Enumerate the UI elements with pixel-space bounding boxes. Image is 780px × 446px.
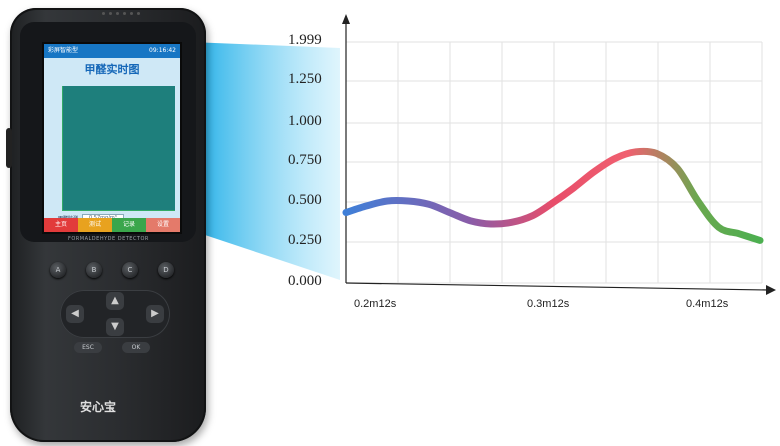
- x-tick-label: 0.2m12s: [354, 298, 397, 310]
- x-tick-label: 0.3m12s: [527, 298, 570, 310]
- esc-button[interactable]: ESC: [74, 342, 102, 353]
- y-tick-label: 0.250: [288, 232, 322, 248]
- side-button[interactable]: [6, 128, 12, 168]
- device-screen: 彩屏智能型 09:16:42 甲醛实时图 甲醛监测 0.57mg/m³ 主页 测…: [42, 42, 182, 234]
- soft-key-home[interactable]: 主页: [44, 218, 78, 232]
- ok-button[interactable]: OK: [122, 342, 150, 353]
- speaker-dots: [102, 12, 140, 15]
- right-arrow-icon[interactable]: ▶: [146, 305, 164, 323]
- down-arrow-icon[interactable]: ▼: [106, 318, 124, 336]
- y-tick-label: 0.000: [288, 273, 322, 289]
- key-b[interactable]: B: [86, 262, 102, 278]
- soft-key-settings[interactable]: 设置: [146, 218, 180, 232]
- x-axis-arrow-icon: [766, 285, 776, 295]
- screen-header: 彩屏智能型 09:16:42: [44, 44, 180, 58]
- y-axis-arrow-icon: [342, 14, 350, 24]
- soft-key-test[interactable]: 测试: [78, 218, 112, 232]
- y-tick-label: 0.500: [288, 192, 322, 208]
- soft-key-record[interactable]: 记录: [112, 218, 146, 232]
- left-arrow-icon[interactable]: ◀: [66, 305, 84, 323]
- screen-header-left: 彩屏智能型: [48, 47, 79, 54]
- y-tick-label: 1.250: [288, 71, 322, 87]
- direction-pad: ▲ ▼ ◀ ▶: [60, 290, 170, 338]
- key-d[interactable]: D: [158, 262, 174, 278]
- x-tick-label: 0.4m12s: [686, 298, 729, 310]
- key-a[interactable]: A: [50, 262, 66, 278]
- screen-title: 甲醛实时图: [84, 63, 140, 76]
- y-tick-label: 0.750: [288, 152, 322, 168]
- y-tick-label: 1.999: [288, 32, 322, 48]
- chart-series-line: [342, 147, 764, 244]
- screen-soft-keys: 主页 测试 记录 设置: [44, 218, 180, 232]
- chart-grid: [346, 41, 763, 284]
- key-c[interactable]: C: [122, 262, 138, 278]
- screen-plot: [62, 86, 175, 211]
- x-axis: [345, 282, 769, 291]
- projection-beam: [190, 42, 340, 280]
- device-model-label: FORMALDEHYDE DETECTOR: [68, 236, 149, 242]
- y-tick-label: 1.000: [288, 113, 322, 129]
- screen-header-time: 09:16:42: [149, 47, 176, 54]
- brand-logo-text: 安心宝: [80, 400, 117, 414]
- up-arrow-icon[interactable]: ▲: [106, 292, 124, 310]
